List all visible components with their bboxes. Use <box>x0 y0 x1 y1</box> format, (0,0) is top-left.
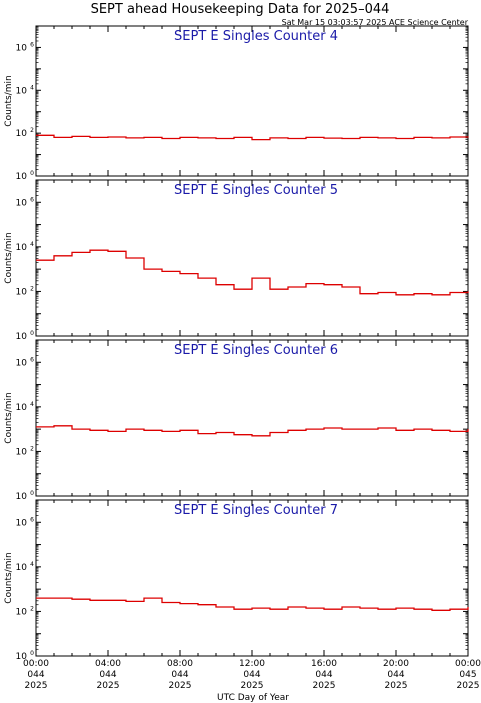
y-axis-label: Counts/min <box>4 552 14 603</box>
y-tick-label-exponent: 4 <box>30 561 34 568</box>
y-tick-label: 10 <box>16 86 28 96</box>
x-tick-label-year: 2025 <box>457 681 480 691</box>
x-axis-labels: 00:00044202504:00044202508:00044202512:0… <box>23 659 481 691</box>
x-tick-label-doy: 044 <box>243 670 260 680</box>
x-tick-label-doy: 044 <box>99 670 116 680</box>
chart-subtitle: Sat Mar 15 03:03:57 2025 ACE Science Cen… <box>282 18 469 27</box>
y-tick-label: 10 <box>16 492 28 502</box>
y-tick-label: 10 <box>16 172 28 182</box>
panel-frame <box>35 499 469 657</box>
x-tick-label-time: 00:00 <box>455 659 481 669</box>
y-tick-label: 10 <box>16 198 28 208</box>
y-tick-label: 10 <box>16 563 28 573</box>
y-tick-label-exponent: 0 <box>30 650 34 657</box>
y-tick-label: 10 <box>16 518 28 528</box>
x-tick-label-time: 08:00 <box>167 659 193 669</box>
panel-title: SEPT E Singles Counter 7 <box>174 503 338 518</box>
y-tick-label-exponent: 0 <box>30 490 34 497</box>
y-tick-label-exponent: 2 <box>30 605 34 612</box>
x-tick-label-year: 2025 <box>97 681 120 691</box>
y-tick-label-exponent: 6 <box>30 516 34 523</box>
y-tick-label: 10 <box>16 358 28 368</box>
panel-frame <box>35 25 469 177</box>
y-tick-label-exponent: 2 <box>30 445 34 452</box>
y-tick-label-exponent: 4 <box>30 241 34 248</box>
x-tick-label-year: 2025 <box>241 681 264 691</box>
y-tick-label-exponent: 4 <box>30 401 34 408</box>
y-tick-label-exponent: 6 <box>30 41 34 48</box>
panel-frame <box>35 339 469 497</box>
x-axis-label: UTC Day of Year <box>217 693 289 703</box>
y-tick-label: 10 <box>16 607 28 617</box>
y-tick-label-exponent: 2 <box>30 127 34 134</box>
chart-title: SEPT ahead Housekeeping Data for 2025–04… <box>91 2 390 17</box>
x-tick-label-time: 16:00 <box>311 659 337 669</box>
x-tick-label-doy: 044 <box>387 670 404 680</box>
x-tick-label-doy: 044 <box>171 670 188 680</box>
x-tick-label-time: 04:00 <box>95 659 121 669</box>
y-tick-label: 10 <box>16 129 28 139</box>
panel-title: SEPT E Singles Counter 6 <box>174 343 338 358</box>
panel-title: SEPT E Singles Counter 5 <box>174 183 338 198</box>
y-tick-label: 10 <box>16 652 28 662</box>
x-tick-label-doy: 044 <box>27 670 44 680</box>
data-series-line <box>36 249 469 296</box>
y-tick-label: 10 <box>16 403 28 413</box>
data-series-line <box>36 597 469 611</box>
x-tick-label-year: 2025 <box>385 681 408 691</box>
y-tick-label-exponent: 2 <box>30 285 34 292</box>
x-tick-label-time: 12:00 <box>239 659 265 669</box>
y-tick-label-exponent: 6 <box>30 196 34 203</box>
y-tick-label: 10 <box>16 43 28 53</box>
panel-title: SEPT E Singles Counter 4 <box>174 29 338 44</box>
y-tick-label: 10 <box>16 447 28 457</box>
x-tick-label-year: 2025 <box>313 681 336 691</box>
y-tick-label-exponent: 0 <box>30 170 34 177</box>
y-axis-label: Counts/min <box>4 232 14 283</box>
data-series-line <box>36 425 469 437</box>
y-tick-label: 10 <box>16 243 28 253</box>
y-tick-label-exponent: 0 <box>30 330 34 337</box>
x-tick-label-doy: 044 <box>315 670 332 680</box>
y-tick-label: 10 <box>16 332 28 342</box>
x-tick-label-year: 2025 <box>25 681 48 691</box>
y-tick-label-exponent: 6 <box>30 356 34 363</box>
x-tick-label-time: 20:00 <box>383 659 409 669</box>
y-axis-label: Counts/min <box>4 392 14 443</box>
data-series-line <box>36 134 469 141</box>
y-tick-label: 10 <box>16 287 28 297</box>
panel-frame <box>35 179 469 337</box>
y-axis-label: Counts/min <box>4 75 14 126</box>
x-tick-label-doy: 045 <box>459 670 476 680</box>
x-tick-label-time: 00:00 <box>23 659 49 669</box>
y-tick-label-exponent: 4 <box>30 84 34 91</box>
x-tick-label-year: 2025 <box>169 681 192 691</box>
